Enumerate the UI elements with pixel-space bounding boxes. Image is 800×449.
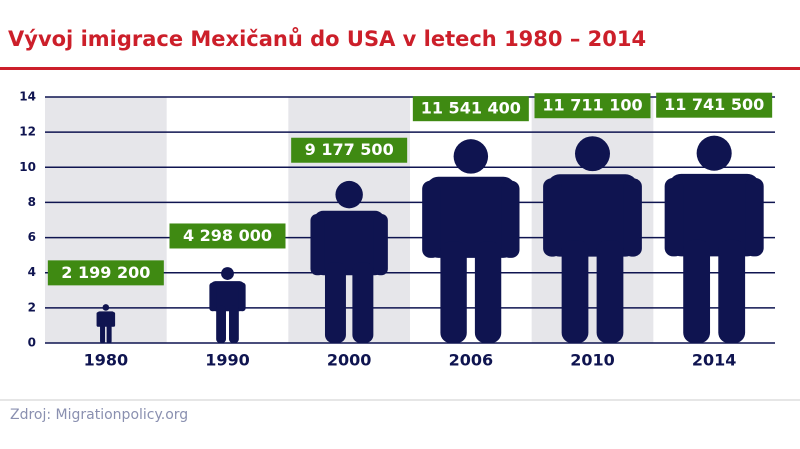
figure-leg [718, 239, 746, 343]
figure-leg [596, 240, 624, 343]
figure-arm [111, 312, 116, 327]
person-figure [664, 135, 764, 343]
figure-torso [668, 173, 760, 257]
title-rule [0, 67, 800, 70]
figure-arm [238, 282, 246, 312]
person-figure [543, 136, 642, 343]
figure-head [102, 304, 110, 311]
y-tick-label: 0 [28, 336, 36, 350]
figure-arm [373, 213, 388, 276]
figure-leg [474, 241, 502, 343]
figure-torso [426, 176, 516, 258]
value-label-box [291, 137, 408, 163]
figure-leg [216, 305, 226, 343]
figure-head [696, 135, 732, 171]
figure-leg [100, 323, 106, 343]
figure-leg [229, 305, 239, 343]
figure-torso [547, 174, 638, 257]
band [45, 97, 167, 343]
value-label: 11 541 400 [421, 99, 521, 118]
figure-leg [106, 323, 112, 343]
person-figure [422, 139, 520, 343]
value-label: 11 711 100 [542, 96, 642, 115]
figure-arm [501, 180, 520, 258]
figure-leg [440, 241, 467, 343]
x-tick-label: 1980 [84, 351, 129, 370]
x-tick-label: 1990 [205, 351, 250, 370]
figure-leg [324, 262, 346, 343]
figure-arm [623, 178, 642, 257]
figure-arm [209, 282, 217, 312]
figure-arm [543, 178, 562, 257]
person-figure [209, 267, 246, 343]
value-label-box [412, 96, 529, 122]
x-tick-label: 2014 [692, 351, 737, 370]
y-tick-label: 8 [28, 195, 36, 209]
y-tick-label: 2 [28, 300, 36, 314]
y-tick-label: 14 [19, 90, 36, 104]
y-tick-label: 12 [19, 125, 36, 139]
x-tick-label: 2000 [327, 351, 372, 370]
figure-torso [97, 311, 115, 327]
figure-leg [561, 240, 589, 343]
figure-head [453, 139, 489, 174]
figure-leg [683, 239, 711, 343]
x-tick-label: 2010 [570, 351, 615, 370]
value-label-box [656, 92, 773, 118]
x-tick-label: 2006 [449, 351, 494, 370]
value-label-box [47, 260, 164, 286]
figure-arm [664, 177, 684, 257]
figure-arm [310, 213, 325, 276]
figure-head [335, 180, 363, 209]
value-label: 4 298 000 [183, 226, 272, 245]
figure-head [221, 267, 234, 280]
figure-arm [745, 177, 764, 257]
value-label: 11 741 500 [664, 95, 764, 114]
person-figure [310, 180, 388, 343]
y-tick-label: 6 [28, 230, 36, 244]
person-figure [96, 304, 116, 343]
figure-arm [96, 312, 101, 327]
figure-head [575, 136, 610, 172]
figure-arm [422, 180, 441, 258]
value-label-box [169, 223, 286, 249]
figure-torso [313, 210, 385, 276]
figure-torso [210, 281, 245, 312]
chart-title: Vývoj imigrace Mexičanů do USA v letech … [8, 27, 646, 51]
value-label: 9 177 500 [305, 140, 394, 159]
value-label: 2 199 200 [61, 263, 150, 282]
value-label-box [534, 93, 651, 119]
y-tick-label: 10 [19, 160, 36, 174]
figure-leg [352, 262, 374, 343]
source: Zdroj: Migrationpolicy.org [10, 407, 188, 423]
y-tick-label: 4 [28, 265, 36, 279]
